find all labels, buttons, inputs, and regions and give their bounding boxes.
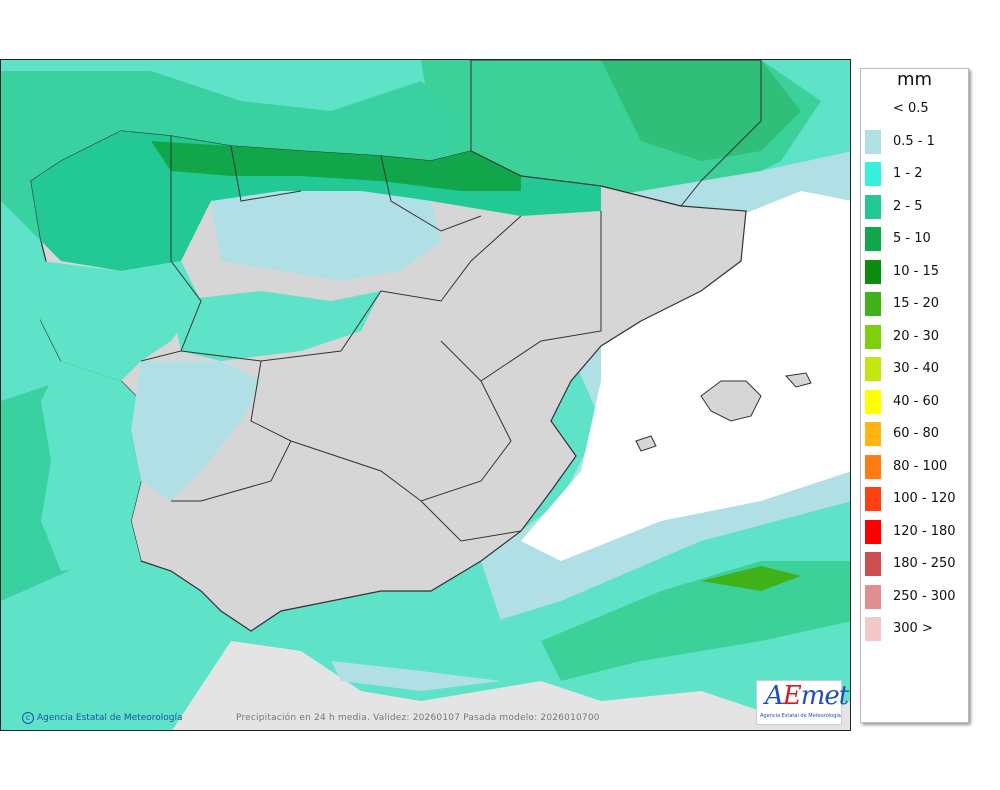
region-boundaries (140, 136, 602, 542)
legend-swatch (865, 357, 881, 381)
legend-item: 250 - 300 (865, 584, 965, 609)
extremadura-light-field (131, 361, 261, 501)
legend-item: 80 - 100 (865, 454, 965, 479)
legend-swatch (865, 389, 881, 414)
legend-label: 20 - 30 (893, 328, 940, 344)
legend-swatch (865, 97, 881, 121)
aemet-logo-subtitle: Agencia Estatal de Meteorología (760, 713, 841, 719)
legend-label: 250 - 300 (893, 588, 956, 604)
legend-item: 20 - 30 (865, 324, 965, 349)
legend-item: 60 - 80 (865, 422, 965, 446)
legend-item: 10 - 15 (865, 259, 965, 284)
legend-item: < 0.5 (865, 97, 965, 121)
copyright-icon: c (22, 712, 34, 724)
mallorca (700, 380, 762, 422)
legend-item: 180 - 250 (865, 552, 965, 576)
legend-swatch (865, 259, 881, 284)
legend-item: 1 - 2 (865, 162, 965, 186)
precipitation-map[interactable] (0, 59, 851, 731)
legend-label: < 0.5 (893, 101, 929, 116)
logo-letter-a: A (765, 681, 784, 711)
aemet-logo-mark: AEmet (765, 681, 849, 711)
legend-unit: mm (896, 69, 933, 90)
cantabrian-heavy-field (151, 141, 521, 191)
legend-label: 1 - 2 (893, 166, 923, 181)
legend-item: 40 - 60 (865, 389, 965, 414)
rif-light-field (331, 661, 501, 691)
legend-swatch (865, 292, 881, 316)
aemet-logo: AEmet Agencia Estatal de Meteorología (756, 680, 849, 725)
legend-label: 40 - 60 (893, 393, 940, 409)
ibiza (635, 435, 657, 452)
french-coast-field (601, 60, 801, 161)
legend-swatch (865, 324, 881, 349)
legend-swatch (865, 194, 881, 219)
legend-item: 0.5 - 1 (865, 129, 965, 154)
legend-label: 300 > (893, 621, 933, 636)
map-caption: Precipitación en 24 h media. Validez: 20… (236, 713, 600, 723)
legend-item: 5 - 10 (865, 227, 965, 251)
logo-letter-e: E (782, 681, 802, 711)
legend-swatch (865, 487, 881, 511)
legend-swatch (865, 552, 881, 576)
legend-swatch (865, 422, 881, 446)
legend-label: 2 - 5 (893, 198, 923, 214)
agency-credit: c Agencia Estatal de Meteorología (22, 712, 183, 724)
legend-label: 180 - 250 (893, 556, 956, 571)
legend-label: 15 - 20 (893, 296, 940, 311)
legend-swatch (865, 519, 881, 544)
map-graphic (1, 60, 850, 730)
legend-label: 120 - 180 (893, 523, 956, 539)
legend-label: 30 - 40 (893, 361, 940, 376)
legend-swatch (865, 454, 881, 479)
legend-swatch (865, 162, 881, 186)
legend-swatch (865, 617, 881, 641)
agency-credit-text: Agencia Estatal de Meteorología (37, 713, 183, 723)
legend-label: 80 - 100 (893, 458, 948, 474)
legend-item: 30 - 40 (865, 357, 965, 381)
central-north-field (171, 291, 381, 361)
logo-letters-met: met (800, 681, 849, 711)
legend-label: 5 - 10 (893, 231, 931, 246)
galicia-portugal-field (41, 261, 201, 381)
legend-label: 10 - 15 (893, 263, 940, 279)
legend-label: 100 - 120 (893, 491, 956, 506)
portugal-south-field (41, 361, 141, 571)
legend-swatch (865, 227, 881, 251)
duero-light-field (211, 191, 441, 281)
legend-swatch (865, 584, 881, 609)
legend-label: 0.5 - 1 (893, 133, 935, 149)
legend-item: 2 - 5 (865, 194, 965, 219)
legend-item: 15 - 20 (865, 292, 965, 316)
legend-item: 300 > (865, 617, 965, 641)
mediterranean-dry-area (521, 191, 850, 561)
algeria-heavy-patch (701, 566, 801, 591)
algeria-coast-field (541, 561, 850, 681)
legend-item: 120 - 180 (865, 519, 965, 544)
legend-item: 100 - 120 (865, 487, 965, 511)
north-africa-land (172, 641, 850, 730)
legend-swatch (865, 129, 881, 154)
precipitation-legend: mm < 0.5 0.5 - 1 1 - 2 2 - 5 5 - 10 10 - 15 15… (860, 68, 969, 723)
france-border (470, 60, 762, 207)
menorca (785, 372, 812, 388)
legend-label: 60 - 80 (893, 426, 940, 441)
